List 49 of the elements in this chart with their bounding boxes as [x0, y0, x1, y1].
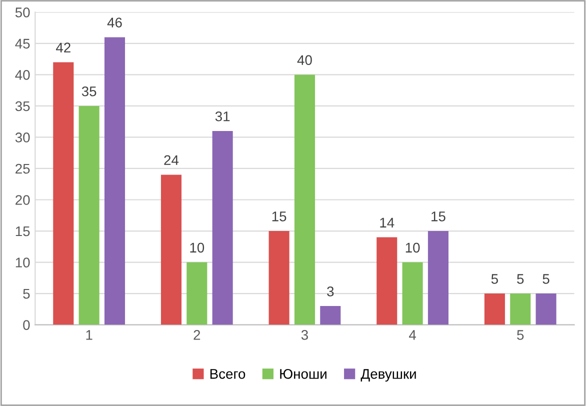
bar [294, 74, 315, 325]
y-tick-label: 5 [23, 289, 30, 299]
bar [186, 262, 208, 325]
data-label: 35 [82, 86, 96, 96]
y-tick-label: 30 [15, 132, 30, 142]
bar [402, 262, 423, 325]
y-tick-label: 20 [16, 195, 30, 205]
x-tick-label: 3 [301, 330, 308, 340]
data-label: 40 [297, 55, 312, 66]
x-tick-label: 1 [86, 330, 92, 340]
bar [53, 62, 74, 325]
y-tick-label: 50 [15, 8, 30, 18]
bar [536, 294, 556, 325]
data-label: 42 [56, 42, 70, 52]
data-label: 5 [517, 274, 524, 284]
data-label: 31 [215, 111, 230, 122]
bar [212, 130, 233, 325]
y-tick-label: 45 [15, 38, 30, 49]
bar [104, 37, 126, 325]
bar [510, 294, 531, 325]
data-label: 10 [406, 242, 420, 253]
y-tick-label: 0 [23, 320, 30, 330]
data-label: 5 [542, 274, 550, 284]
y-tick-label: 35 [15, 101, 30, 112]
data-label: 24 [164, 155, 179, 165]
y-tick-label: 10 [16, 258, 30, 268]
data-label: 3 [327, 286, 334, 296]
bar [428, 231, 448, 325]
data-label: 5 [491, 274, 498, 284]
y-tick-label: 15 [16, 226, 30, 236]
x-tick-label: 5 [517, 330, 524, 340]
bar [376, 237, 398, 325]
bar [160, 174, 182, 325]
bar [484, 294, 505, 325]
legend-label: Девушки [360, 369, 416, 382]
data-label: 14 [380, 218, 394, 228]
data-label: 46 [107, 18, 122, 28]
x-tick-label: 4 [409, 330, 416, 340]
bar [268, 231, 290, 325]
data-label: 10 [190, 242, 204, 253]
bar [320, 306, 341, 325]
x-tick-label: 2 [194, 330, 200, 340]
legend-label: Юноши [280, 369, 326, 379]
y-tick-label: 40 [15, 70, 30, 80]
data-label: 15 [432, 212, 446, 222]
data-label: 15 [272, 212, 286, 222]
legend-label: Всего [210, 369, 246, 379]
bar [78, 106, 100, 325]
y-tick-label: 25 [16, 164, 30, 174]
